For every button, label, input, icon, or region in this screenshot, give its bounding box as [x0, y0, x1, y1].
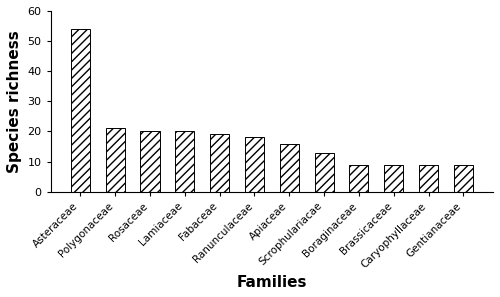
Bar [175, 132, 195, 192]
Bar [384, 165, 404, 192]
Bar [350, 165, 368, 192]
Bar [245, 138, 264, 192]
Y-axis label: Species richness: Species richness [7, 30, 22, 173]
Bar [71, 29, 90, 192]
Bar [419, 165, 438, 192]
Bar [106, 128, 124, 192]
Bar [210, 135, 229, 192]
Bar [140, 132, 160, 192]
Bar [280, 143, 299, 192]
X-axis label: Families: Families [236, 275, 307, 290]
Bar [314, 153, 334, 192]
Bar [454, 165, 473, 192]
